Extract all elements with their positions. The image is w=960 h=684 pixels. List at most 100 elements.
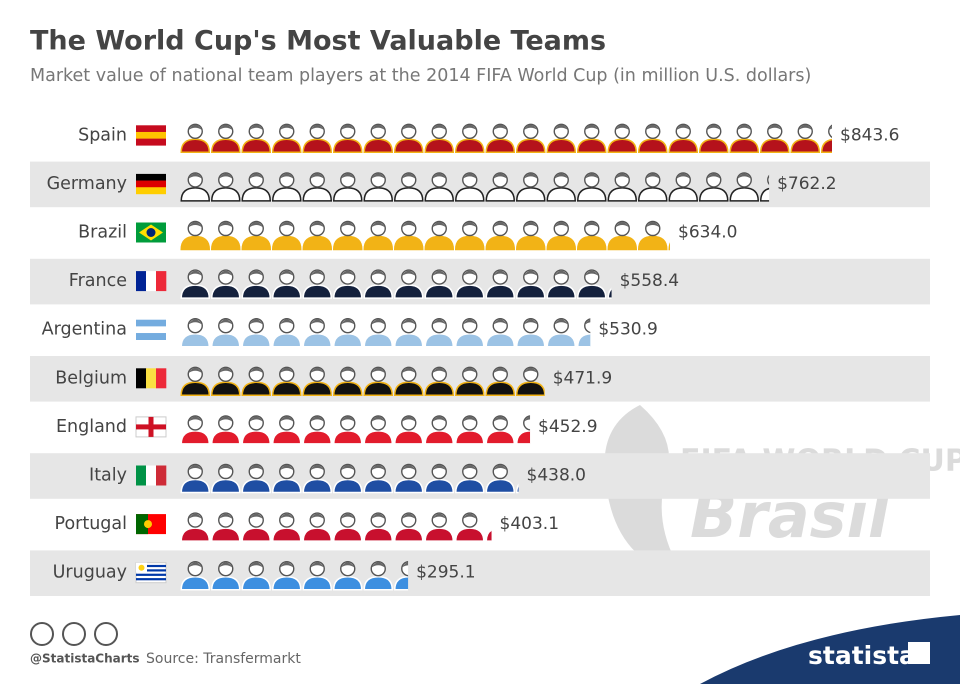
player-hair xyxy=(340,124,355,131)
player-body xyxy=(485,187,516,202)
player-body xyxy=(271,478,302,494)
player-head xyxy=(584,318,591,334)
player-body xyxy=(546,235,577,251)
player-body xyxy=(241,430,272,445)
player-hair xyxy=(401,416,416,422)
player-hair xyxy=(554,222,569,228)
player-body xyxy=(302,187,333,202)
flag-part xyxy=(136,173,166,181)
player-hair xyxy=(249,562,264,568)
source: Source: Transfermarkt xyxy=(146,651,301,667)
player-hair xyxy=(218,173,233,179)
player-hair xyxy=(462,367,477,374)
player-hair xyxy=(493,416,508,422)
player-hair xyxy=(401,173,416,179)
flag-part xyxy=(136,424,166,430)
pictogram-bar xyxy=(180,172,770,202)
player-hair xyxy=(340,416,355,422)
player-body xyxy=(210,478,241,494)
player-body xyxy=(180,527,211,542)
player-body xyxy=(393,187,424,202)
player-body xyxy=(393,284,424,299)
player-hair xyxy=(554,270,569,277)
player-hair xyxy=(676,173,691,179)
player-body xyxy=(241,332,272,348)
player-hair xyxy=(188,319,203,325)
flag-part xyxy=(156,465,167,486)
player-body xyxy=(332,430,363,445)
player-hair xyxy=(279,416,294,422)
player-body xyxy=(759,138,790,154)
player-hair xyxy=(554,124,569,131)
player-body xyxy=(271,381,302,397)
player-hair xyxy=(249,319,264,325)
player-hair xyxy=(706,173,721,179)
player-hair xyxy=(798,124,813,131)
player-hair xyxy=(188,367,203,374)
player-hair xyxy=(188,222,203,228)
player-hair xyxy=(310,367,325,374)
player-body xyxy=(210,138,241,154)
player-body xyxy=(668,187,699,202)
player-body xyxy=(210,235,241,251)
player-body xyxy=(576,187,607,202)
player-hair xyxy=(706,124,721,131)
player-body xyxy=(180,430,211,445)
value-label: $471.9 xyxy=(553,368,612,388)
player-body xyxy=(210,284,241,299)
player-hair xyxy=(432,173,447,179)
pictogram-bar xyxy=(180,366,545,397)
player-hair xyxy=(401,222,416,228)
flag-part xyxy=(156,368,167,389)
player-hair xyxy=(188,562,203,568)
player-body xyxy=(424,478,455,494)
player-body xyxy=(393,138,424,154)
player-hair xyxy=(249,465,264,471)
player-body xyxy=(363,187,394,202)
player-body xyxy=(424,138,455,154)
player-body xyxy=(485,284,516,299)
player-body xyxy=(271,284,302,299)
player-hair xyxy=(523,173,538,179)
player-body xyxy=(241,527,272,542)
flag-part xyxy=(156,271,167,292)
player-hair xyxy=(401,124,416,131)
player-hair xyxy=(432,416,447,422)
player-hair xyxy=(218,465,233,471)
player-hair xyxy=(493,173,508,179)
player-hair xyxy=(310,173,325,179)
player-hair xyxy=(523,367,538,374)
player-hair xyxy=(523,319,538,325)
flag-part xyxy=(146,465,157,486)
player-body xyxy=(271,430,302,445)
flag-part xyxy=(136,465,147,486)
player-hair xyxy=(249,222,264,228)
player-hair xyxy=(340,562,355,568)
player-hair xyxy=(493,222,508,228)
player-body xyxy=(332,527,363,542)
player-hair xyxy=(310,124,325,131)
player-hair xyxy=(615,222,630,228)
player-hair xyxy=(371,562,386,568)
player-body xyxy=(302,235,333,251)
player-body xyxy=(271,527,302,542)
brand-band xyxy=(700,615,960,684)
player-body xyxy=(241,575,272,591)
category-label: Germany xyxy=(47,174,127,194)
pictogram-bar xyxy=(180,318,591,348)
value-label: $530.9 xyxy=(598,320,657,340)
player-hair xyxy=(310,465,325,471)
player-hair xyxy=(554,319,569,325)
pictogram-bar xyxy=(180,220,671,251)
player-hair xyxy=(279,465,294,471)
category-label: Italy xyxy=(89,466,127,486)
player-body xyxy=(271,235,302,251)
player-hair xyxy=(432,270,447,277)
player-hair xyxy=(279,173,294,179)
player-body xyxy=(332,235,363,251)
player-hair xyxy=(645,124,660,131)
player-body xyxy=(424,527,455,542)
player-hair xyxy=(462,173,477,179)
cc-icon xyxy=(30,622,54,646)
